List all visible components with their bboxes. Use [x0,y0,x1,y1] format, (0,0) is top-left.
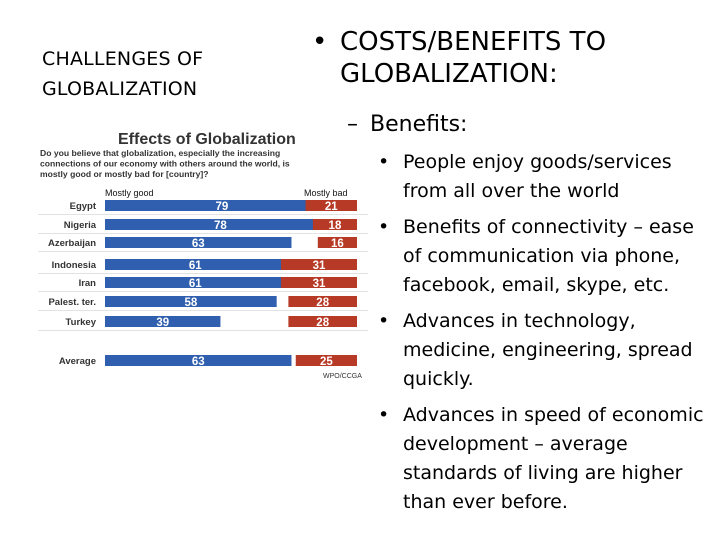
benefit-item: • Benefits of connectivity – ease of com… [300,213,712,300]
bar-mostly-good [105,259,286,270]
bar-mostly-good [105,355,292,366]
benefit-item: • Advances in technology, medicine, engi… [300,307,712,394]
data-label-mostly-bad: 16 [331,238,344,250]
data-label-mostly-bad: 28 [316,317,329,329]
data-label-mostly-good: 63 [192,238,205,250]
subheading-text: Benefits: [370,112,468,137]
data-label-mostly-good: 79 [216,201,229,213]
legend-mostly-bad: Mostly bad [304,188,348,198]
globalization-chart: Effects of Globalization Do you believe … [30,126,375,384]
data-label-mostly-bad: 31 [313,278,326,290]
text-column: • COSTS/BENEFITS TO GLOBALIZATION: – Ben… [300,26,712,524]
category-label: Palest. ter. [48,297,96,308]
bar-mostly-bad [281,259,357,270]
category-label: Indonesia [52,260,97,271]
benefit-item: • Advances in speed of economic developm… [300,401,712,517]
category-label: Nigeria [64,220,97,231]
category-label: Turkey [66,317,97,328]
chart-bars: Egypt 79 21 Nigeria 78 18 Azerbaijan 63 16 Indone… [38,200,368,368]
bullet-mark: • [378,151,390,173]
category-label: Iran [79,278,97,289]
benefit-text: Benefits of connectivity – ease of commu… [403,216,694,296]
data-label-mostly-good: 39 [156,317,169,329]
data-label-mostly-good: 78 [214,220,227,232]
benefit-text: People enjoy goods/services from all ove… [403,151,672,202]
bar-mostly-good [105,296,277,307]
bar-mostly-bad [288,296,357,307]
benefits-list: • People enjoy goods/services from all o… [300,148,712,517]
bar-mostly-good [105,219,336,230]
chart-subtitle-line: mostly good or mostly bad for [country]? [40,169,209,179]
chart-subtitle-line: Do you believe that globalization, espec… [40,148,280,158]
bar-mostly-good [105,200,339,211]
category-label: Egypt [70,201,97,212]
benefit-text: Advances in technology, medicine, engine… [403,310,693,390]
bullet-mark: • [378,404,390,426]
bullet-mark: • [312,27,328,57]
data-label-mostly-good: 61 [189,278,202,290]
chart-title: Effects of Globalization [118,131,296,148]
slide-title: CHALLENGES OF GLOBALIZATION [42,48,204,100]
bar-mostly-bad [288,316,357,327]
bar-mostly-good [105,237,292,248]
bar-mostly-bad [305,200,357,211]
chart-source: WPO/CCGA [323,373,362,380]
heading-bullet: • COSTS/BENEFITS TO GLOBALIZATION: [300,26,712,90]
data-label-mostly-bad: 31 [313,260,326,272]
subheading-bullet: – Benefits: [300,111,712,139]
benefit-item: • People enjoy goods/services from all o… [300,148,712,206]
heading-text: COSTS/BENEFITS TO GLOBALIZATION: [340,27,607,89]
data-label-mostly-good: 61 [189,260,202,272]
bar-mostly-bad [281,277,357,288]
category-label: Average [59,356,96,367]
dash-mark: – [347,112,358,137]
bullet-mark: • [378,310,390,332]
bar-mostly-good [105,316,221,327]
benefit-text: Advances in speed of economic developmen… [403,404,704,513]
bar-mostly-good [105,277,286,288]
data-label-mostly-bad: 21 [325,201,338,213]
bar-mostly-bad [312,219,357,230]
bullet-mark: • [378,216,390,238]
bar-mostly-bad [295,355,357,366]
data-label-mostly-good: 58 [184,297,197,309]
legend-mostly-good: Mostly good [105,188,154,198]
data-label-mostly-bad: 28 [316,297,329,309]
bar-mostly-bad [317,237,357,248]
chart-svg: Effects of Globalization Do you believe … [38,131,368,380]
data-label-mostly-bad: 25 [320,356,333,368]
chart-subtitle: Do you believe that globalization, espec… [40,148,290,179]
data-label-mostly-bad: 18 [329,220,342,232]
category-label: Azerbaijan [48,238,96,249]
chart-subtitle-line: connections of our economy with others a… [40,159,290,169]
data-label-mostly-good: 63 [192,356,205,368]
